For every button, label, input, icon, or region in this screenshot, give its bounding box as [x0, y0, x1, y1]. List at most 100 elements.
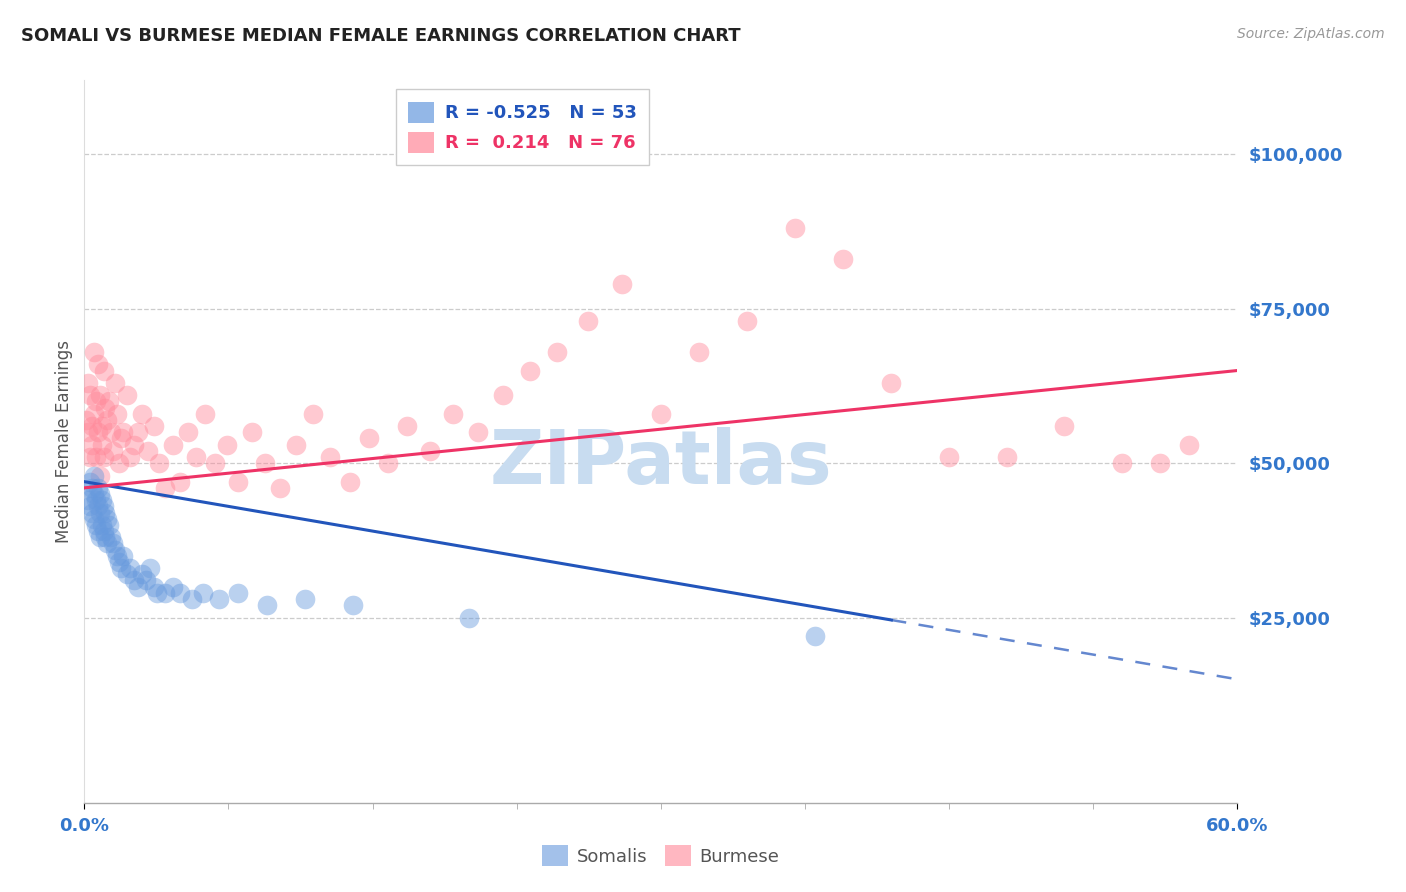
Point [467, 425, 489, 440]
Point [110, 432, 132, 446]
Point [111, 549, 134, 563]
Point [127, 425, 149, 440]
Point [184, 450, 207, 464]
Point [938, 450, 960, 464]
Point [89, 530, 111, 544]
Point [115, 567, 138, 582]
Point [177, 425, 200, 440]
Point [77, 376, 100, 390]
Point [93, 363, 115, 377]
Point [1149, 456, 1171, 470]
Point [441, 407, 464, 421]
Text: ZIPatlas: ZIPatlas [489, 426, 832, 500]
Point [136, 443, 159, 458]
Point [1178, 437, 1201, 451]
Point [737, 314, 759, 328]
Point [93, 450, 115, 464]
Point [87, 357, 110, 371]
Point [1053, 419, 1076, 434]
Point [153, 481, 176, 495]
Point [83, 407, 105, 421]
Point [90, 419, 112, 434]
Y-axis label: Median Female Earnings: Median Female Earnings [55, 340, 73, 543]
Point [104, 542, 127, 557]
Point [108, 555, 131, 569]
Point [94, 530, 117, 544]
Point [90, 517, 112, 532]
Point [115, 388, 138, 402]
Point [880, 376, 903, 390]
Point [146, 586, 169, 600]
Point [83, 468, 105, 483]
Point [84, 493, 107, 508]
Point [226, 475, 249, 489]
Point [193, 586, 215, 600]
Point [103, 443, 124, 458]
Point [294, 592, 316, 607]
Point [96, 413, 118, 427]
Point [138, 561, 160, 575]
Point [80, 481, 103, 495]
Point [319, 450, 342, 464]
Point [79, 450, 101, 464]
Point [169, 475, 191, 489]
Point [269, 481, 291, 495]
Point [89, 468, 111, 483]
Point [142, 419, 165, 434]
Point [127, 580, 149, 594]
Point [87, 481, 110, 495]
Point [576, 314, 599, 328]
Point [83, 487, 105, 501]
Point [98, 394, 121, 409]
Point [131, 567, 153, 582]
Point [131, 407, 153, 421]
Point [108, 456, 131, 470]
Point [215, 437, 238, 451]
Point [90, 493, 112, 508]
Point [96, 512, 118, 526]
Point [105, 407, 128, 421]
Text: SOMALI VS BURMESE MEDIAN FEMALE EARNINGS CORRELATION CHART: SOMALI VS BURMESE MEDIAN FEMALE EARNINGS… [21, 27, 741, 45]
Point [546, 345, 568, 359]
Point [785, 221, 807, 235]
Point [87, 524, 110, 538]
Point [142, 580, 165, 594]
Point [94, 506, 117, 520]
Point [204, 456, 226, 470]
Point [79, 388, 101, 402]
Point [153, 586, 176, 600]
Point [688, 345, 710, 359]
Point [240, 425, 263, 440]
Point [208, 592, 231, 607]
Point [457, 610, 479, 624]
Point [75, 413, 97, 427]
Point [1111, 456, 1133, 470]
Point [84, 394, 107, 409]
Point [169, 586, 191, 600]
Point [120, 561, 142, 575]
Point [93, 524, 115, 538]
Point [80, 437, 103, 451]
Point [80, 419, 103, 434]
Point [93, 500, 115, 514]
Point [77, 493, 100, 508]
Point [105, 549, 128, 563]
Point [84, 450, 107, 464]
Point [104, 376, 127, 390]
Point [612, 277, 634, 291]
Legend: Somalis, Burmese: Somalis, Burmese [536, 838, 786, 873]
Point [650, 407, 672, 421]
Point [194, 407, 217, 421]
Point [89, 388, 111, 402]
Point [253, 456, 276, 470]
Point [89, 487, 111, 501]
Point [256, 598, 278, 612]
Point [96, 536, 118, 550]
Point [226, 586, 249, 600]
Point [80, 506, 103, 520]
Point [87, 500, 110, 514]
Point [396, 419, 419, 434]
Point [79, 475, 101, 489]
Point [419, 443, 441, 458]
Point [302, 407, 325, 421]
